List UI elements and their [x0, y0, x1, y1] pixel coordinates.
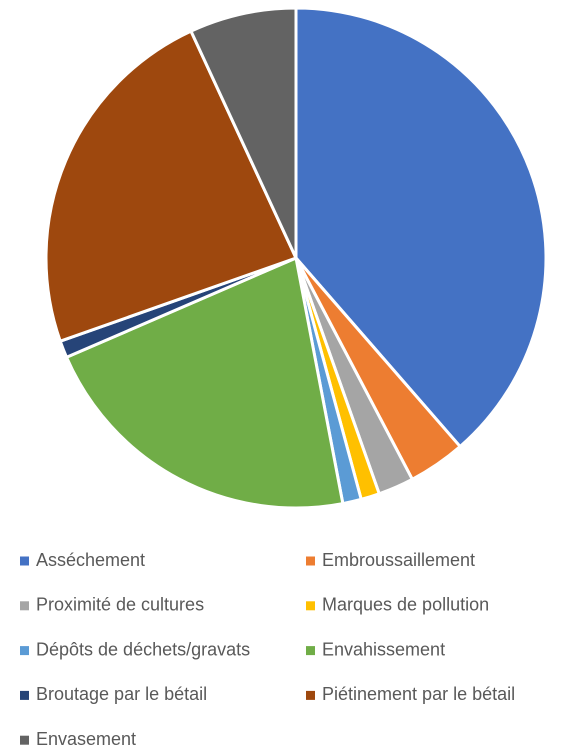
legend-label: Asséchement: [36, 550, 145, 570]
legend-marker: [20, 556, 29, 566]
pie-slice: [294, 6, 548, 449]
legend-marker: [306, 601, 315, 611]
pie-slice: [44, 29, 298, 343]
legend-marker: [306, 556, 315, 566]
legend-marker: [306, 646, 315, 656]
pie-slice: [65, 256, 345, 510]
legend-marker: [20, 601, 29, 611]
pie-slice: [189, 6, 298, 260]
legend-marker: [20, 646, 29, 656]
legend-label: Broutage par le bétail: [36, 684, 207, 704]
legend-label: Envasement: [36, 729, 136, 749]
legend-label: Envahissement: [322, 639, 445, 659]
legend-label: Piétinement par le bétail: [322, 684, 515, 704]
legend-marker: [20, 735, 29, 745]
legend-marker: [20, 690, 29, 700]
legend-marker: [306, 690, 315, 700]
legend-label: Embroussaillement: [322, 550, 475, 570]
legend-label: Dépôts de déchets/gravats: [36, 639, 250, 659]
legend-label: Proximité de cultures: [36, 595, 204, 615]
legend-label: Marques de pollution: [322, 595, 489, 615]
